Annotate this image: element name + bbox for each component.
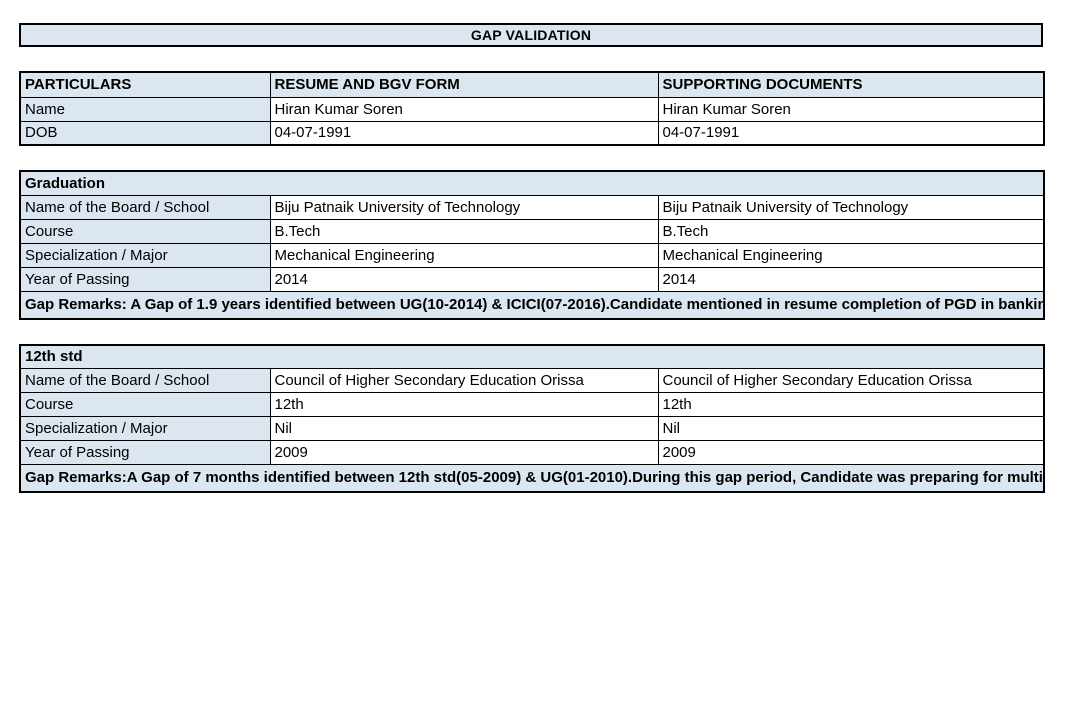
twelfth-course-resume-value: 12th bbox=[269, 392, 659, 417]
row-label-specialization-12: Specialization / Major bbox=[19, 416, 271, 441]
twelfth-board-resume-value: Council of Higher Secondary Education Or… bbox=[269, 368, 659, 393]
dob-resume-value: 04-07-1991 bbox=[269, 120, 659, 146]
twelfth-board-supporting-value: Council of Higher Secondary Education Or… bbox=[657, 368, 1045, 393]
particulars-header-row: PARTICULARS RESUME AND BGV FORM SUPPORTI… bbox=[19, 71, 1045, 98]
table-row-grad-course: Course B.Tech B.Tech bbox=[19, 218, 1045, 244]
table-row-grad-year: Year of Passing 2014 2014 bbox=[19, 266, 1045, 292]
table-row-grad-specialization: Specialization / Major Mechanical Engine… bbox=[19, 242, 1045, 268]
row-label-year-of-passing: Year of Passing bbox=[19, 266, 271, 292]
table-row-12-specialization: Specialization / Major Nil Nil bbox=[19, 416, 1045, 441]
twelfth-section-header-row: 12th std bbox=[19, 344, 1045, 369]
twelfth-year-supporting-value: 2009 bbox=[657, 440, 1045, 465]
grad-year-resume-value: 2014 bbox=[269, 266, 659, 292]
table-row-12-board: Name of the Board / School Council of Hi… bbox=[19, 368, 1045, 393]
row-label-board-school: Name of the Board / School bbox=[19, 194, 271, 220]
row-label-dob: DOB bbox=[19, 120, 271, 146]
particulars-table: PARTICULARS RESUME AND BGV FORM SUPPORTI… bbox=[19, 71, 1045, 146]
column-header-resume-bgv: RESUME AND BGV FORM bbox=[269, 71, 659, 98]
graduation-gap-remarks-row: Gap Remarks: A Gap of 1.9 years identifi… bbox=[19, 290, 1045, 319]
table-row-12-year: Year of Passing 2009 2009 bbox=[19, 440, 1045, 465]
grad-board-supporting-value: Biju Patnaik University of Technology bbox=[657, 194, 1045, 220]
table-row-12-course: Course 12th 12th bbox=[19, 392, 1045, 417]
name-supporting-value: Hiran Kumar Soren bbox=[657, 96, 1045, 122]
twelfth-section-title: 12th std bbox=[19, 344, 1045, 369]
page-title: GAP VALIDATION bbox=[19, 23, 1043, 47]
twelfth-specialization-resume-value: Nil bbox=[269, 416, 659, 441]
column-header-particulars: PARTICULARS bbox=[19, 71, 271, 98]
column-header-supporting-docs: SUPPORTING DOCUMENTS bbox=[657, 71, 1045, 98]
twelfth-gap-remarks-row: Gap Remarks:A Gap of 7 months identified… bbox=[19, 464, 1045, 493]
name-resume-value: Hiran Kumar Soren bbox=[269, 96, 659, 122]
graduation-table: Graduation Name of the Board / School Bi… bbox=[19, 170, 1046, 320]
grad-course-supporting-value: B.Tech bbox=[657, 218, 1045, 244]
grad-course-resume-value: B.Tech bbox=[269, 218, 659, 244]
grad-specialization-supporting-value: Mechanical Engineering bbox=[657, 242, 1045, 268]
twelfth-std-table: 12th std Name of the Board / School Coun… bbox=[19, 343, 1046, 493]
grad-year-supporting-value: 2014 bbox=[657, 266, 1045, 292]
row-label-specialization: Specialization / Major bbox=[19, 242, 271, 268]
dob-supporting-value: 04-07-1991 bbox=[657, 120, 1045, 146]
twelfth-course-supporting-value: 12th bbox=[657, 392, 1045, 417]
table-row-grad-board: Name of the Board / School Biju Patnaik … bbox=[19, 194, 1045, 220]
graduation-section-header-row: Graduation bbox=[19, 170, 1045, 196]
graduation-gap-remarks: Gap Remarks: A Gap of 1.9 years identifi… bbox=[19, 290, 1045, 319]
grad-board-resume-value: Biju Patnaik University of Technology bbox=[269, 194, 659, 220]
twelfth-year-resume-value: 2009 bbox=[269, 440, 659, 465]
row-label-board-school-12: Name of the Board / School bbox=[19, 368, 271, 393]
twelfth-gap-remarks: Gap Remarks:A Gap of 7 months identified… bbox=[19, 464, 1045, 493]
row-label-course-12: Course bbox=[19, 392, 271, 417]
table-row-name: Name Hiran Kumar Soren Hiran Kumar Soren bbox=[19, 96, 1045, 122]
row-label-year-of-passing-12: Year of Passing bbox=[19, 440, 271, 465]
row-label-course: Course bbox=[19, 218, 271, 244]
row-label-name: Name bbox=[19, 96, 271, 122]
grad-specialization-resume-value: Mechanical Engineering bbox=[269, 242, 659, 268]
twelfth-specialization-supporting-value: Nil bbox=[657, 416, 1045, 441]
table-row-dob: DOB 04-07-1991 04-07-1991 bbox=[19, 120, 1045, 146]
graduation-section-title: Graduation bbox=[19, 170, 1045, 196]
